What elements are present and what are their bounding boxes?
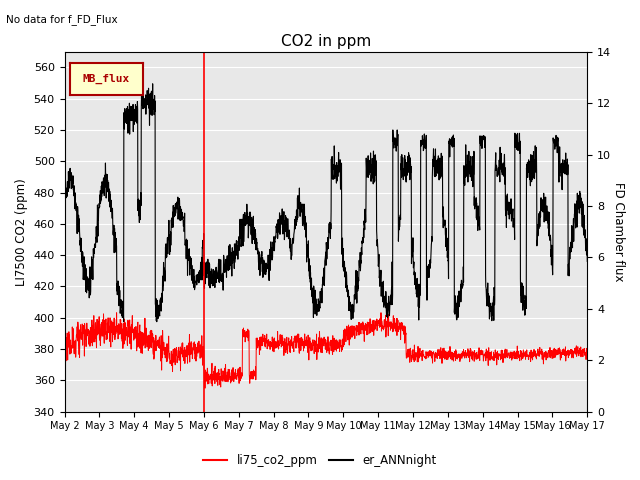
- Text: No data for f_FD_Flux: No data for f_FD_Flux: [6, 14, 118, 25]
- Y-axis label: FD Chamber flux: FD Chamber flux: [612, 182, 625, 281]
- Y-axis label: LI7500 CO2 (ppm): LI7500 CO2 (ppm): [15, 178, 28, 286]
- Title: CO2 in ppm: CO2 in ppm: [281, 34, 371, 49]
- Legend: li75_co2_ppm, er_ANNnight: li75_co2_ppm, er_ANNnight: [199, 449, 441, 472]
